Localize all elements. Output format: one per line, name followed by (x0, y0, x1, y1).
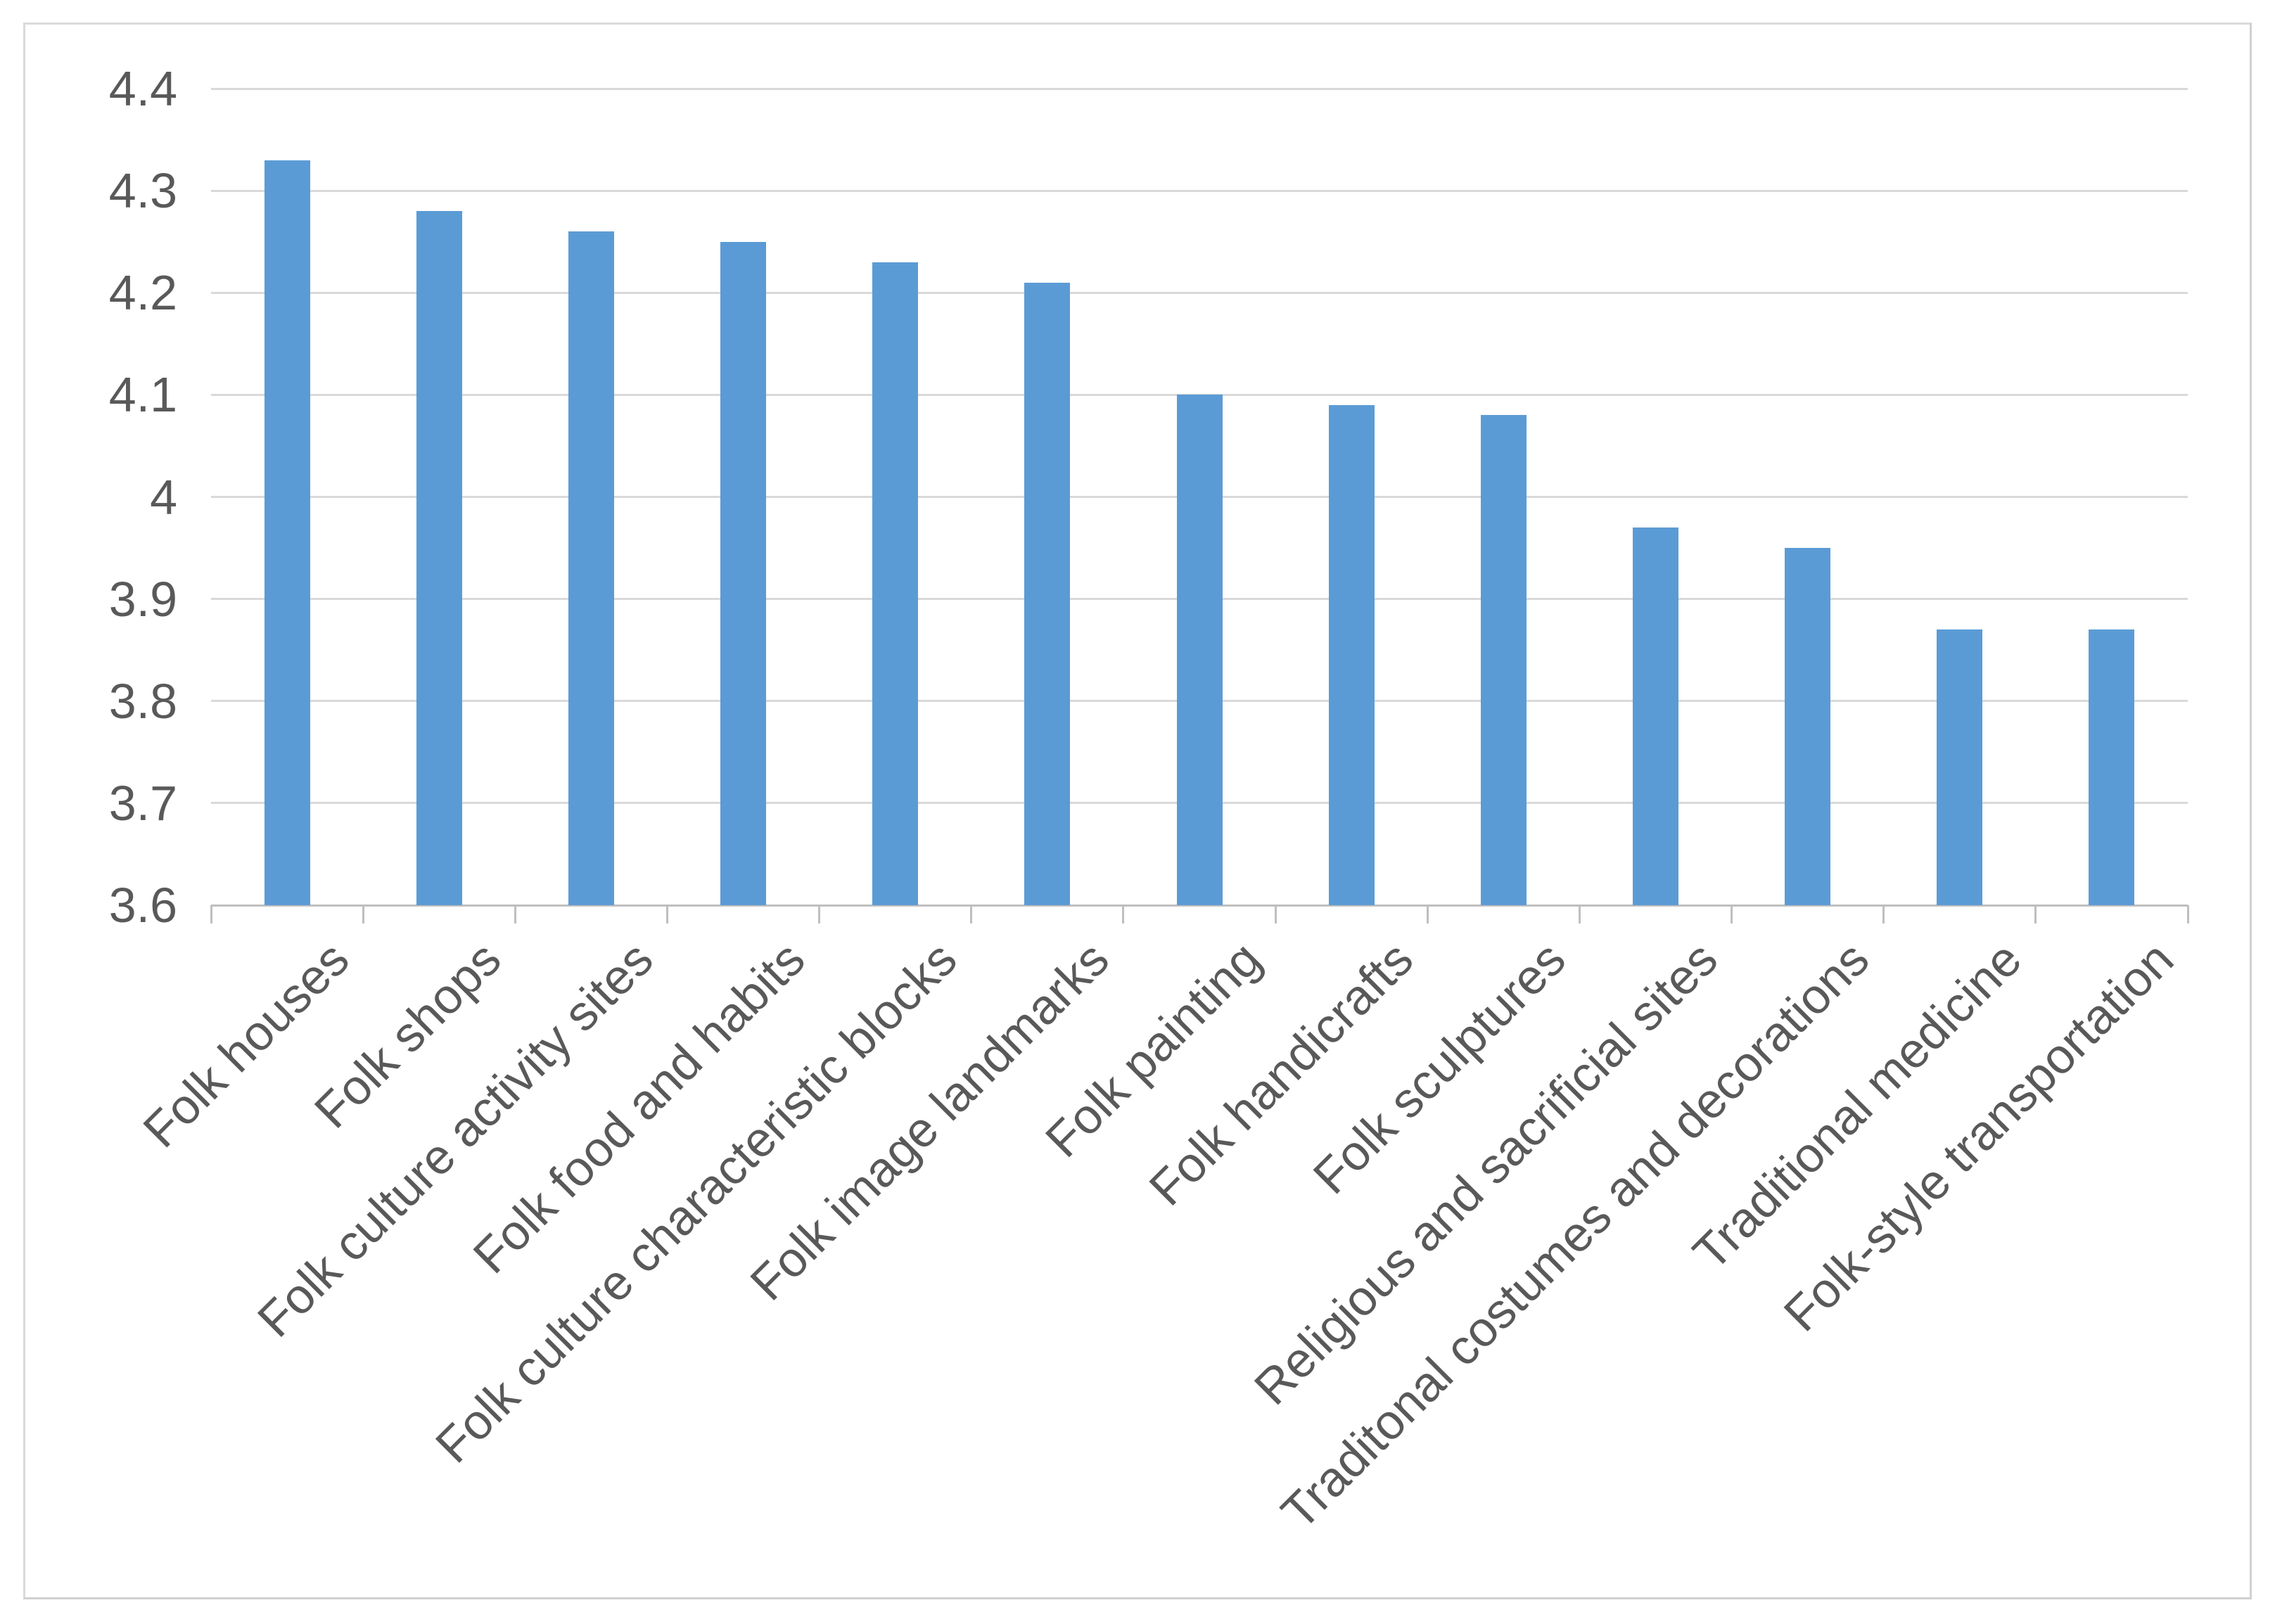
y-gridline (211, 291, 2188, 294)
y-axis-tick-label: 3.7 (108, 775, 177, 831)
x-axis-tick (1731, 905, 1733, 923)
bar (872, 262, 919, 905)
bar (1176, 395, 1223, 905)
y-gridline (211, 87, 2188, 90)
bar (1785, 548, 1831, 905)
x-axis-tick (514, 905, 516, 923)
x-axis-tick (970, 905, 973, 923)
x-axis-tick (1122, 905, 1125, 923)
y-gridline (211, 189, 2188, 192)
bar (720, 242, 767, 905)
bar (568, 231, 614, 905)
y-axis-tick-label: 4.2 (108, 265, 177, 321)
bar (1632, 528, 1678, 905)
y-axis-tick-label: 3.6 (108, 878, 177, 933)
x-axis-tick (1274, 905, 1277, 923)
bar (2089, 629, 2135, 905)
x-axis-tick (210, 905, 212, 923)
y-axis-tick-label: 4.3 (108, 163, 177, 219)
x-axis-tick (2186, 905, 2189, 923)
x-axis-tick (1882, 905, 1885, 923)
x-axis-tick (818, 905, 821, 923)
x-axis-line (211, 904, 2188, 907)
x-axis-tick (362, 905, 364, 923)
y-axis-tick-label: 3.8 (108, 673, 177, 729)
x-axis-category-label: Folk houses (132, 931, 359, 1158)
bar (1328, 405, 1375, 905)
y-axis-tick-label: 3.9 (108, 571, 177, 627)
bar (416, 211, 462, 905)
bar (1024, 283, 1071, 905)
bar (1480, 415, 1527, 905)
x-axis-tick (1426, 905, 1429, 923)
y-axis-tick-label: 4 (150, 469, 177, 525)
x-axis-tick (2034, 905, 2037, 923)
y-axis-tick-label: 4.1 (108, 367, 177, 423)
x-axis-category-label: Folk handicrafts (1138, 931, 1424, 1216)
bar (1937, 629, 1983, 905)
x-axis-tick (1578, 905, 1581, 923)
chart-frame (23, 23, 2252, 1599)
bar (264, 160, 310, 905)
y-axis-tick-label: 4.4 (108, 61, 177, 116)
x-axis-tick (665, 905, 668, 923)
